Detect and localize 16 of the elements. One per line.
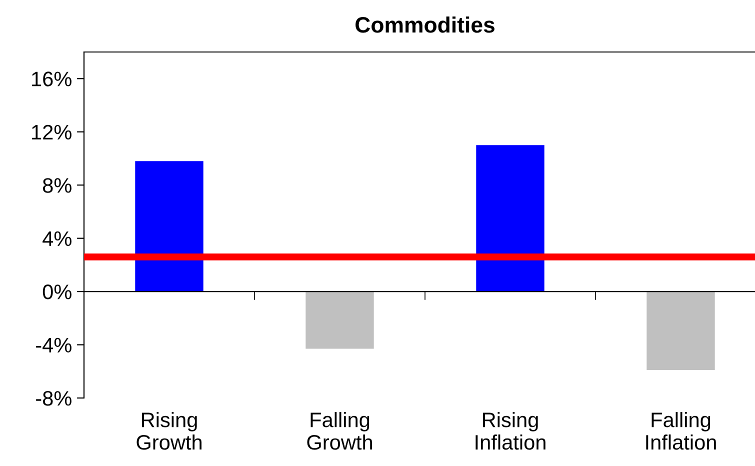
bar <box>306 292 374 349</box>
x-tick-label: Rising Growth <box>136 412 202 450</box>
y-tick-label: 4% <box>42 231 72 246</box>
chart-title: Commodities <box>356 16 494 33</box>
y-tick-label: 0% <box>42 284 72 300</box>
y-tick-label: -8% <box>36 391 72 406</box>
y-tick-label: -4% <box>36 338 72 352</box>
y-tick-label: 16% <box>32 72 72 86</box>
bar <box>135 161 204 292</box>
x-tick-label: Falling Growth <box>307 412 372 450</box>
bar <box>476 145 544 292</box>
bar <box>646 292 715 370</box>
y-tick-label: 8% <box>42 178 72 193</box>
y-tick-label: 12% <box>32 124 72 140</box>
x-tick-label: Falling Inflation <box>646 412 716 450</box>
x-tick-label: Rising Inflation <box>476 412 546 450</box>
